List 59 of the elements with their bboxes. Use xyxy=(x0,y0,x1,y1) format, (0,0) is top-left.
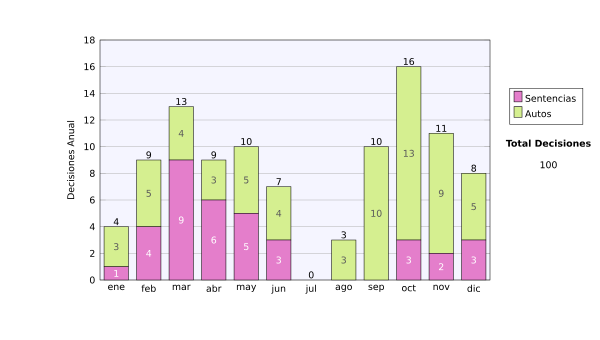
data-label: 1 xyxy=(114,270,118,277)
data-label: 5 xyxy=(471,203,476,210)
text: 100 xyxy=(540,161,557,168)
y-axis-title: Decisiones Anual xyxy=(67,120,74,199)
data-label: 10 xyxy=(371,210,382,217)
total-label: 7 xyxy=(276,178,281,186)
data-label: 13 xyxy=(404,150,414,157)
x-tick-label: dic xyxy=(467,284,480,292)
y-tick-label: 6 xyxy=(90,196,95,204)
data-label: 4 xyxy=(178,130,184,137)
total-label: 8 xyxy=(471,164,476,172)
data-label: 9 xyxy=(178,216,184,224)
total-label: 3 xyxy=(341,231,346,238)
y-tick-label: 16 xyxy=(84,63,95,70)
x-tick-label: ene xyxy=(108,284,124,290)
y-tick-label: 2 xyxy=(90,250,94,257)
data-label: 5 xyxy=(146,190,151,197)
total-label: 9 xyxy=(211,151,216,158)
legend-label: Autos xyxy=(525,110,552,118)
total-label: 11 xyxy=(436,124,446,132)
x-tick-label: mar xyxy=(172,284,191,290)
x-tick-label: sep xyxy=(368,284,384,292)
data-label: 3 xyxy=(471,256,476,264)
y-tick-label: 10 xyxy=(84,143,95,150)
x-tick-label: jul xyxy=(306,284,316,294)
text: Total Decisiones xyxy=(506,140,591,147)
data-label: 4 xyxy=(146,250,152,257)
y-tick-label: 14 xyxy=(84,90,95,97)
total-label: 10 xyxy=(241,138,252,146)
total-label: 4 xyxy=(114,218,119,226)
data-label: 3 xyxy=(406,256,411,264)
x-tick-label: nov xyxy=(434,284,450,290)
data-label: 3 xyxy=(341,256,346,264)
y-tick-label: 12 xyxy=(84,116,94,124)
data-label: 3 xyxy=(211,176,216,184)
data-label: 6 xyxy=(211,236,216,244)
y-tick-label: 4 xyxy=(90,223,95,230)
total-label: 0 xyxy=(308,271,314,278)
x-tick-label: jun xyxy=(271,284,286,294)
data-label: 3 xyxy=(276,256,281,264)
y-tick-label: 8 xyxy=(90,170,95,177)
total-label: 16 xyxy=(404,58,414,66)
x-tick-label: abr xyxy=(206,284,222,292)
x-tick-label: feb xyxy=(141,284,156,292)
data-label: 5 xyxy=(244,176,248,184)
data-label: 4 xyxy=(276,210,282,217)
x-tick-label: oct xyxy=(402,284,416,292)
total-label: 13 xyxy=(176,98,186,106)
data-label: 5 xyxy=(244,243,248,250)
y-tick-label: 18 xyxy=(84,36,95,44)
data-label: 9 xyxy=(438,190,444,197)
data-label: 3 xyxy=(114,243,118,250)
legend-label: Sentencias xyxy=(526,94,576,102)
total-label: 9 xyxy=(146,151,152,158)
data-label: 2 xyxy=(438,263,444,270)
x-tick-label: may xyxy=(236,284,256,292)
y-tick-label: 0 xyxy=(90,276,95,284)
total-label: 10 xyxy=(371,138,382,146)
x-tick-label: ago xyxy=(336,284,352,292)
